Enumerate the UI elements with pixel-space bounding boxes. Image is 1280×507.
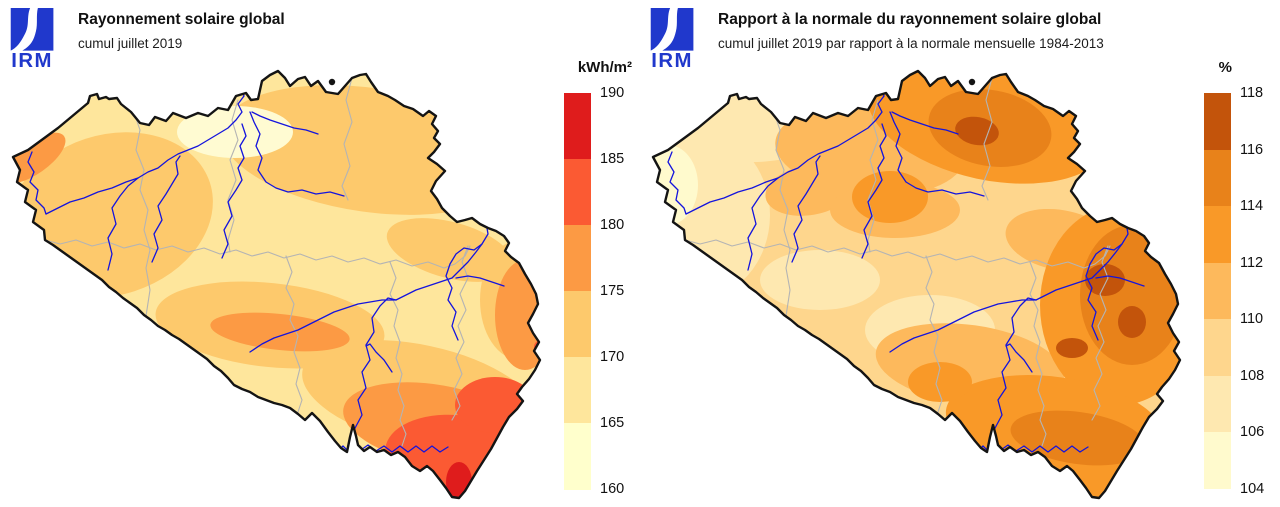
legend-color-band — [1204, 375, 1231, 433]
legend-color-band — [564, 159, 591, 226]
page-title: Rayonnement solaire global — [78, 11, 285, 28]
legend-color-band — [1204, 149, 1231, 207]
legend-color-band — [564, 291, 591, 358]
legend-color-band — [564, 93, 591, 160]
baarle-enclave-dot — [328, 78, 336, 86]
legend-tick-label: 114 — [1240, 198, 1264, 215]
legend-color-band — [564, 357, 591, 424]
legend-unit-label: kWh/m² — [577, 59, 632, 76]
legend-color-band — [564, 423, 591, 490]
belgium-map-ratio-normal — [651, 69, 1182, 500]
belgium-map-solar-radiation — [11, 69, 542, 500]
page-title: Rapport à la normale du rayonnement sola… — [718, 11, 1102, 28]
legend-color-band — [1204, 319, 1231, 377]
legend-tick-label: 185 — [600, 151, 625, 167]
legend-tick-label: 108 — [1240, 367, 1265, 384]
legend-tick-label: 118 — [1240, 85, 1264, 101]
legend-color-band — [564, 225, 591, 292]
legend-color-band — [1204, 262, 1231, 320]
legend-tick-label: 170 — [600, 349, 625, 365]
legend-tick-label: 190 — [600, 85, 625, 101]
legend-color-band — [1204, 93, 1231, 151]
baarle-enclave-dot — [968, 78, 976, 86]
legend-color-band — [1204, 206, 1231, 264]
panel-solar-radiation: Rayonnement solaire global cumul juillet… — [10, 7, 632, 500]
legend-tick-label: 116 — [1240, 141, 1264, 158]
legend-tick-label: 112 — [1240, 254, 1264, 271]
panel-ratio-to-normal: Rapport à la normale du rayonnement sola… — [640, 0, 1280, 507]
legend-tick-label: 180 — [600, 217, 625, 233]
legend-tick-label: 106 — [1240, 424, 1265, 441]
legend-tick-label: 160 — [600, 481, 625, 497]
page-subtitle: cumul juillet 2019 — [78, 36, 183, 51]
legend-unit-label: % — [1218, 59, 1232, 76]
legend-tick-label: 104 — [1240, 481, 1265, 497]
legend-tick-label: 110 — [1240, 311, 1264, 328]
legend-color-band — [1204, 432, 1231, 490]
legend-tick-label: 175 — [600, 283, 625, 299]
page-subtitle: cumul juillet 2019 par rapport à la norm… — [718, 36, 1104, 51]
legend-tick-label: 165 — [600, 415, 625, 431]
